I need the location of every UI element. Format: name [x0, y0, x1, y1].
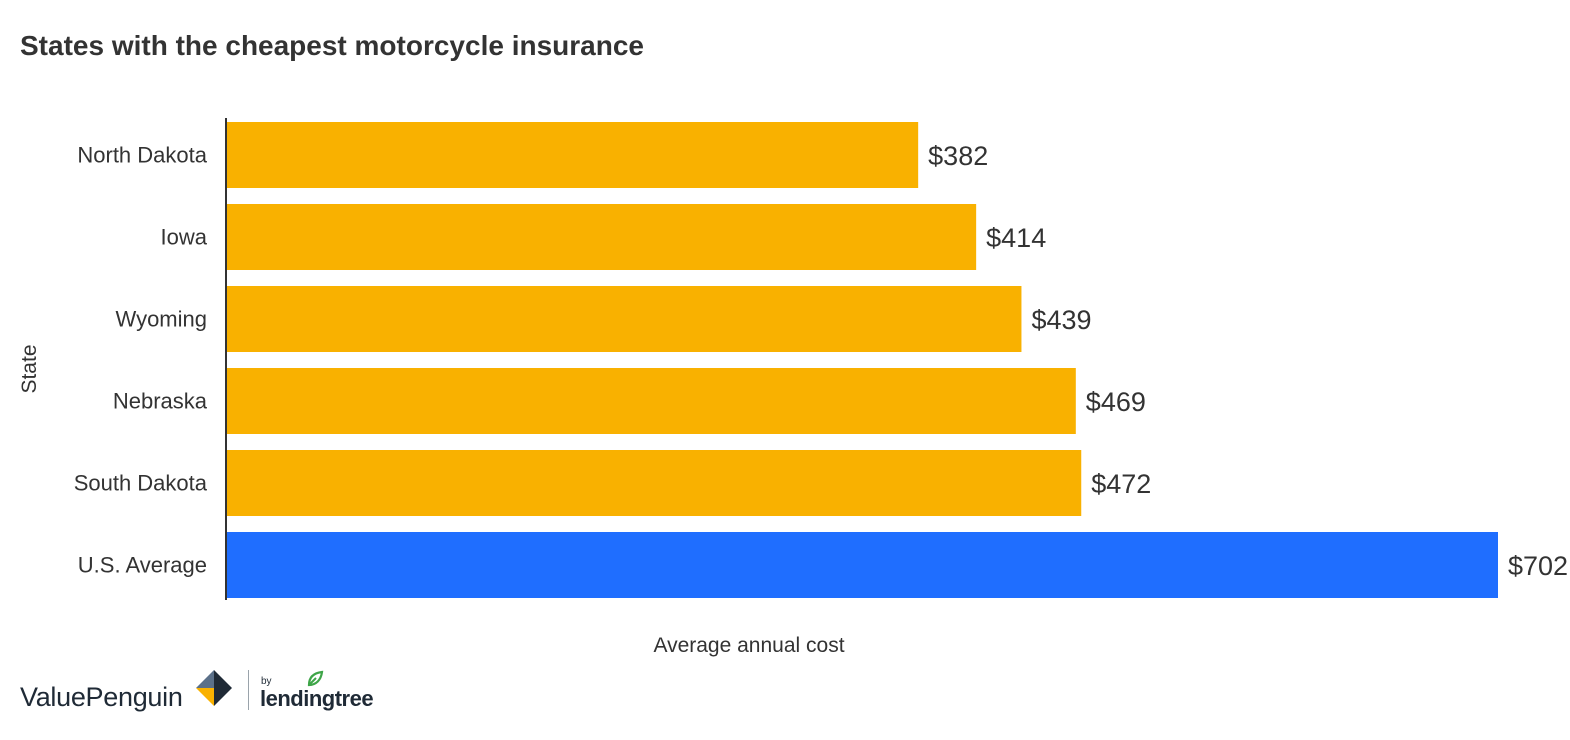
- category-label: U.S. Average: [78, 553, 207, 578]
- category-label: Nebraska: [113, 389, 208, 414]
- category-label: South Dakota: [74, 471, 208, 496]
- value-label: $439: [1031, 305, 1091, 335]
- value-label: $702: [1508, 551, 1568, 581]
- value-label: $414: [986, 223, 1046, 253]
- bar: [226, 286, 1022, 352]
- valuepenguin-wordmark: ValuePenguin: [20, 682, 183, 712]
- lendingtree-by: by: [261, 676, 272, 687]
- category-label: North Dakota: [77, 143, 207, 168]
- category-label: Iowa: [161, 225, 208, 250]
- bar: [226, 532, 1498, 598]
- bar: [226, 368, 1076, 434]
- x-axis-title: Average annual cost: [653, 634, 844, 657]
- valuepenguin-diamond-icon: [196, 670, 232, 706]
- leaf-icon: [307, 670, 324, 687]
- value-label: $469: [1086, 387, 1146, 417]
- category-label: Wyoming: [116, 307, 208, 332]
- y-axis-title: State: [18, 344, 41, 393]
- value-label: $472: [1091, 469, 1151, 499]
- category-labels: North Dakota Iowa Wyoming Nebraska South Dak…: [74, 143, 208, 578]
- bar: [226, 122, 919, 188]
- bar: [226, 450, 1082, 516]
- bar: [226, 204, 977, 270]
- logo-divider: [248, 670, 249, 710]
- lendingtree-wordmark: lendingtree: [260, 686, 374, 711]
- chart-title: States with the cheapest motorcycle insu…: [20, 30, 644, 61]
- footer-logo: ValuePenguin by lendingtree: [20, 664, 400, 716]
- bars-group: [226, 122, 1498, 598]
- value-labels: $382 $414 $439 $469 $472 $702: [928, 141, 1568, 581]
- value-label: $382: [928, 141, 988, 171]
